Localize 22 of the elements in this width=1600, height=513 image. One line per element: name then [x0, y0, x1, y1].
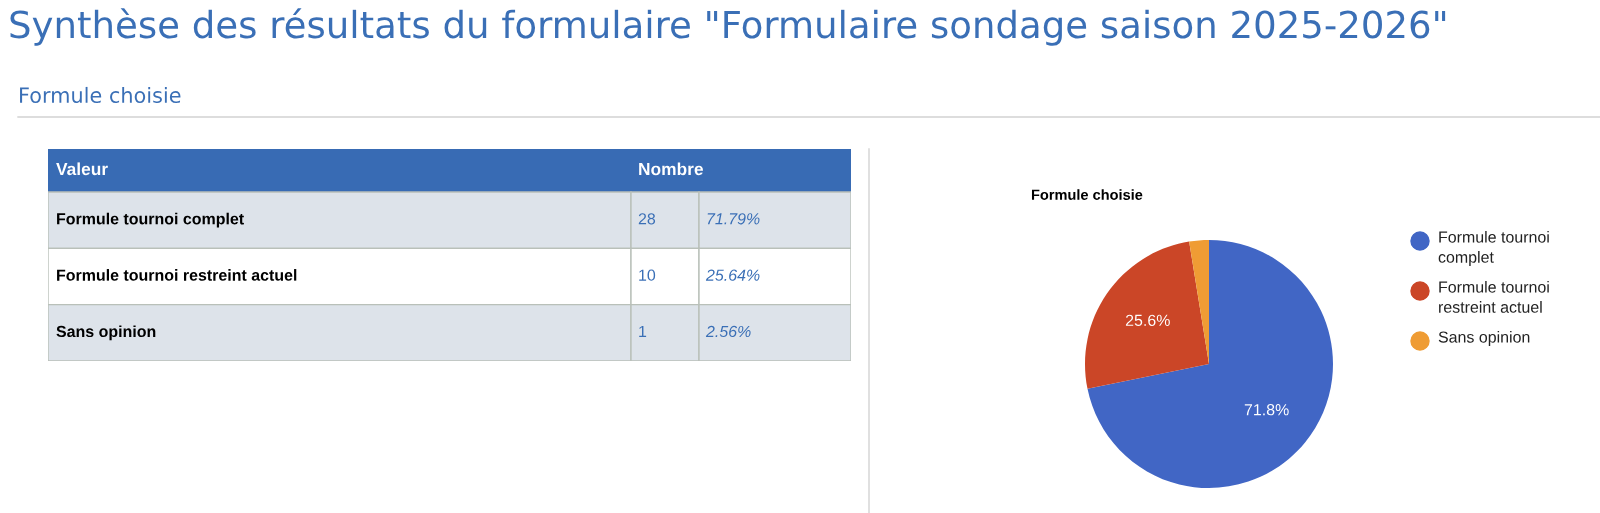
legend-label: Formule tournoi complet: [1438, 231, 1549, 266]
category-label: Sans opinion: [56, 325, 156, 341]
chart-title: Formule choisie: [1031, 189, 1143, 200]
text: Valeur: [56, 162, 108, 176]
data-label: 71.8%: [1244, 404, 1289, 416]
category-label: Formule tournoi restreint actuel: [57, 269, 297, 281]
pie-slice: [1189, 240, 1209, 364]
legend-label: Sans opinion: [1438, 331, 1530, 346]
data-label: 25.6%: [1125, 314, 1170, 327]
pie-slice: [1085, 241, 1209, 389]
text: Nombre: [639, 162, 703, 176]
data-label: 10: [639, 269, 656, 281]
text: Formule choisie: [20, 86, 181, 104]
pie-slice: [1087, 240, 1333, 488]
text: Synthèse des résultats du formulaire "Formulaire sondage saison 2025-2026": [10, 8, 1446, 46]
text: 2.56%: [705, 325, 751, 338]
legend-label: Formule tournoi restreint actuel: [1439, 281, 1549, 313]
data-label: 1: [639, 325, 647, 337]
data-label: 28: [638, 213, 656, 225]
text: 25.64%: [705, 269, 760, 281]
category-label: Formule tournoi complet: [57, 212, 244, 228]
text: 71.79%: [707, 213, 760, 225]
